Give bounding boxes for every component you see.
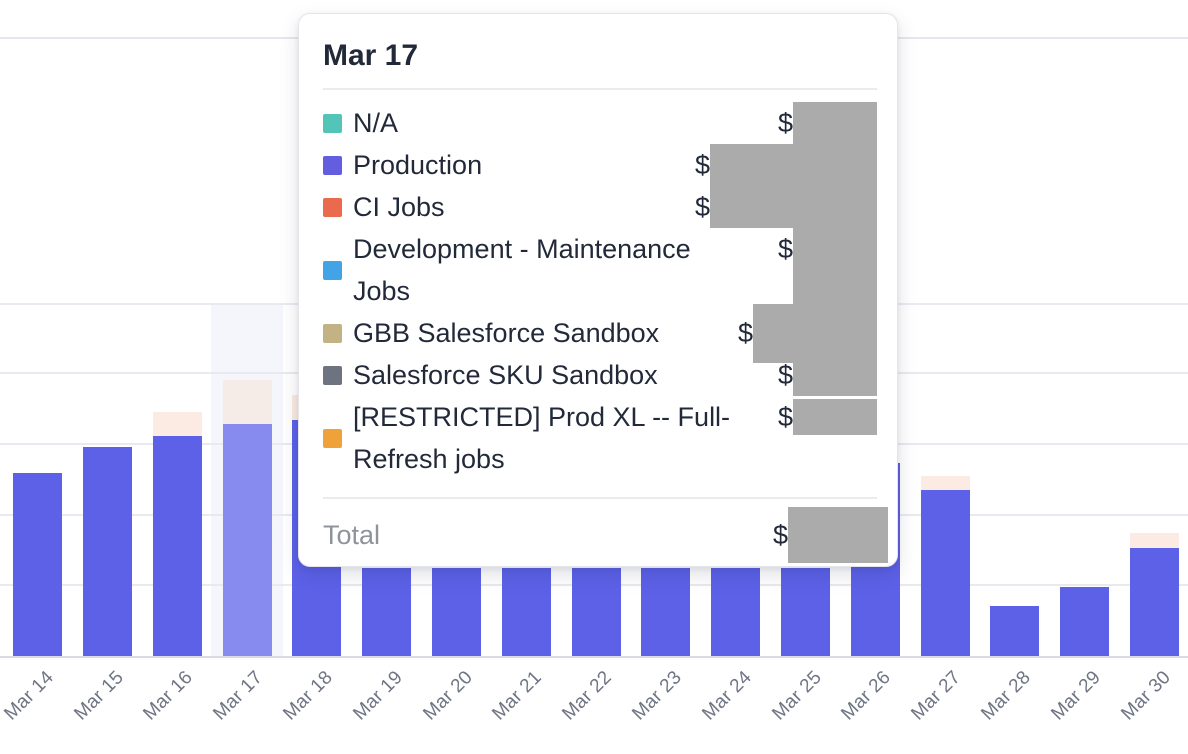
series-label: Production (353, 150, 483, 180)
bar-mar-15[interactable] (83, 447, 132, 656)
redacted-value-box (793, 399, 877, 435)
legend-swatch-icon (323, 197, 342, 217)
bar-mar-27[interactable] (920, 490, 970, 656)
legend-swatch-icon (323, 155, 342, 175)
tooltip-series-row: GBB Salesforce Sandbox $ (323, 304, 877, 363)
x-axis-tick-label: Mar 27 (907, 667, 965, 725)
redacted-value-box (793, 102, 877, 144)
redacted-value-box (793, 354, 877, 396)
x-axis-tick-label: Mar 25 (767, 667, 826, 725)
series-value: $ (695, 144, 877, 187)
tooltip-title: Mar 17 (323, 39, 419, 72)
tooltip-series-row: CI Jobs $ (323, 186, 877, 228)
tooltip-divider-bottom (323, 497, 877, 499)
redacted-value-box (753, 304, 877, 363)
bar-mar-28[interactable] (990, 606, 1040, 656)
tooltip-series-row: Development - Maintenance Jobs $ (323, 228, 877, 312)
series-label: Salesforce SKU Sandbox (353, 360, 658, 390)
bar-mar-17[interactable] (222, 424, 272, 656)
redacted-value-box (710, 144, 877, 187)
bar-mar-19[interactable] (362, 568, 412, 656)
x-axis-tick-label: Mar 24 (698, 667, 756, 725)
total-value: $ (773, 507, 888, 563)
series-value: $ (778, 102, 877, 144)
x-axis-tick-label: Mar 17 (209, 667, 267, 725)
currency-symbol: $ (694, 150, 710, 180)
total-label: Total (323, 520, 381, 550)
bar-mar-23[interactable] (641, 568, 691, 656)
x-axis-tick-label: Mar 29 (1047, 667, 1105, 725)
tooltip-total-row: Total $ (323, 507, 888, 563)
legend-swatch-icon (323, 428, 342, 448)
tooltip-series-row: [RESTRICTED] Prod XL -- Full-Refresh job… (323, 396, 877, 480)
tooltip-series-row: Production $ (323, 144, 877, 187)
x-axis-tick-label: Mar 16 (139, 667, 198, 725)
currency-symbol: $ (777, 108, 793, 138)
bar-mar-29[interactable] (1060, 587, 1110, 656)
x-axis-tick-label: Mar 22 (558, 667, 616, 725)
x-axis-tick-label: Mar 28 (977, 667, 1035, 725)
bar-cap-mar-16[interactable] (152, 412, 202, 436)
redacted-value-box (710, 186, 877, 228)
currency-symbol: $ (737, 318, 753, 348)
currency-symbol: $ (694, 192, 710, 222)
legend-swatch-icon (323, 365, 342, 385)
currency-symbol: $ (777, 402, 793, 432)
series-label: Development - Maintenance Jobs (353, 234, 691, 306)
bar-mar-16[interactable] (152, 436, 202, 656)
bar-mar-21[interactable] (501, 568, 551, 656)
bar-mar-30[interactable] (1130, 548, 1179, 656)
x-axis-tick-label: Mar 30 (1116, 667, 1175, 725)
x-axis-tick-label: Mar 14 (0, 667, 58, 725)
x-axis-line (0, 656, 1188, 658)
series-value: $ (695, 186, 877, 228)
bar-cap-mar-17[interactable] (222, 380, 272, 424)
x-axis-tick-label: Mar 26 (837, 667, 896, 725)
bar-mar-14[interactable] (13, 473, 63, 656)
bar-cap-mar-27[interactable] (920, 476, 970, 490)
x-axis-tick-label: Mar 21 (488, 667, 547, 725)
series-value: $ (778, 354, 877, 396)
series-label: GBB Salesforce Sandbox (353, 318, 660, 348)
tooltip-series-row: N/A $ (323, 102, 877, 144)
series-value: $ (778, 396, 877, 438)
currency-symbol: $ (777, 360, 793, 390)
series-label: [RESTRICTED] Prod XL -- Full-Refresh job… (353, 402, 731, 474)
redacted-value-box (788, 507, 888, 563)
bar-mar-20[interactable] (432, 568, 481, 656)
x-axis-tick-label: Mar 18 (279, 667, 337, 725)
legend-swatch-icon (323, 260, 342, 280)
tooltip-divider-top (323, 88, 877, 90)
series-label: N/A (353, 108, 399, 138)
bar-mar-22[interactable] (571, 568, 621, 656)
legend-swatch-icon (323, 323, 342, 343)
tooltip-series-list: N/A $ Production $ CI Jobs $ Development - Mai… (323, 102, 877, 480)
currency-symbol: $ (777, 234, 793, 264)
bar-mar-24[interactable] (711, 568, 761, 656)
bar-mar-25[interactable] (781, 568, 830, 656)
bar-cap-mar-30[interactable] (1130, 533, 1179, 548)
x-axis-tick-label: Mar 19 (349, 667, 407, 725)
series-value: $ (778, 228, 877, 308)
series-value: $ (737, 304, 877, 363)
chart-tooltip: Mar 17 N/A $ Production $ CI Jobs $ Developmen… (298, 13, 898, 567)
x-axis-tick-label: Mar 15 (69, 667, 128, 725)
series-label: CI Jobs (353, 192, 445, 222)
redacted-value-box (793, 228, 877, 308)
legend-swatch-icon (323, 113, 342, 133)
x-axis-tick-label: Mar 23 (628, 667, 686, 725)
x-axis-tick-label: Mar 20 (418, 667, 477, 725)
currency-symbol: $ (772, 520, 788, 550)
tooltip-series-row: Salesforce SKU Sandbox $ (323, 354, 877, 396)
